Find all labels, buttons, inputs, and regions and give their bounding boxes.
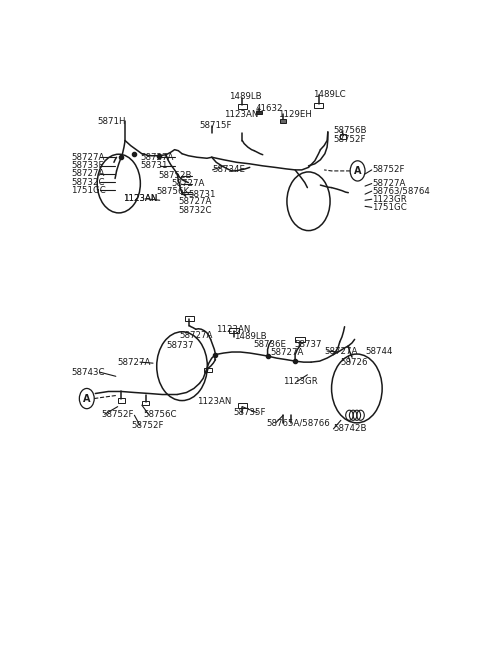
Text: 58727A: 58727A [140,153,173,162]
Text: 58735F: 58735F [233,408,265,417]
Text: 58732C: 58732C [71,177,105,187]
Bar [314,102,324,108]
Text: 1123AN: 1123AN [123,194,157,203]
Text: 58727A: 58727A [118,357,151,367]
Text: 1751GC: 1751GC [71,186,106,194]
Text: 58727A: 58727A [372,179,406,188]
Text: 58736E: 58736E [253,340,287,349]
Text: 58752F: 58752F [101,410,133,419]
Text: 58752F: 58752F [132,421,164,430]
Text: 1751GC: 1751GC [372,203,407,212]
Text: 58726: 58726 [341,357,368,367]
Bar [204,368,212,373]
Text: 58744: 58744 [365,346,393,355]
Text: 41632: 41632 [255,104,283,113]
Text: 58752F: 58752F [334,135,366,144]
Text: 58756C: 58756C [144,410,177,419]
Text: 1123AN: 1123AN [197,397,231,405]
Bar [229,328,239,333]
Text: 58727A: 58727A [324,346,358,355]
Text: 58727A: 58727A [71,153,105,162]
Text: 58727A: 58727A [178,197,212,206]
Text: 58727A: 58727A [179,331,213,340]
Text: 58734E: 58734E [213,166,245,174]
Text: 58732C: 58732C [178,206,212,215]
Text: 58727A: 58727A [270,348,303,357]
Bar [238,104,247,108]
Bar [142,401,149,405]
Text: 58731: 58731 [188,190,216,198]
Bar [118,398,125,403]
Bar [280,119,286,123]
Text: 1123AN: 1123AN [123,194,157,203]
Text: 58733F: 58733F [71,162,104,170]
Text: 1489LC: 1489LC [313,89,346,99]
Text: 5871H: 5871H [97,118,126,126]
Text: 58765A/58766: 58765A/58766 [266,419,330,427]
Text: 58752F: 58752F [372,166,405,174]
Text: 58756K: 58756K [156,187,190,196]
Text: A: A [354,166,361,176]
Text: 1489LB: 1489LB [234,332,267,342]
Text: 1123GR: 1123GR [283,377,318,386]
Text: 1123AN: 1123AN [216,325,251,334]
Bar [238,403,247,407]
Text: 1129EH: 1129EH [277,110,312,119]
Text: 58742B: 58742B [334,424,367,434]
Text: 1123GR: 1123GR [372,194,407,204]
Bar [256,111,262,114]
Text: 58737: 58737 [294,340,322,349]
Text: 58727A: 58727A [172,179,205,188]
Text: 58763/58764: 58763/58764 [372,187,431,196]
Text: 58752B: 58752B [158,171,192,181]
Text: A: A [83,394,91,403]
Bar [340,134,347,139]
Text: 58731: 58731 [140,162,168,170]
Text: 58715F: 58715F [200,122,232,130]
Text: 58743C: 58743C [71,368,105,376]
Bar [185,315,194,321]
Text: 58737: 58737 [166,341,193,350]
Text: 58727A: 58727A [71,170,105,179]
Text: 58756B: 58756B [334,126,367,135]
Bar [295,337,305,342]
Text: 1123AN: 1123AN [224,110,258,119]
Text: 1489LB: 1489LB [229,92,262,101]
